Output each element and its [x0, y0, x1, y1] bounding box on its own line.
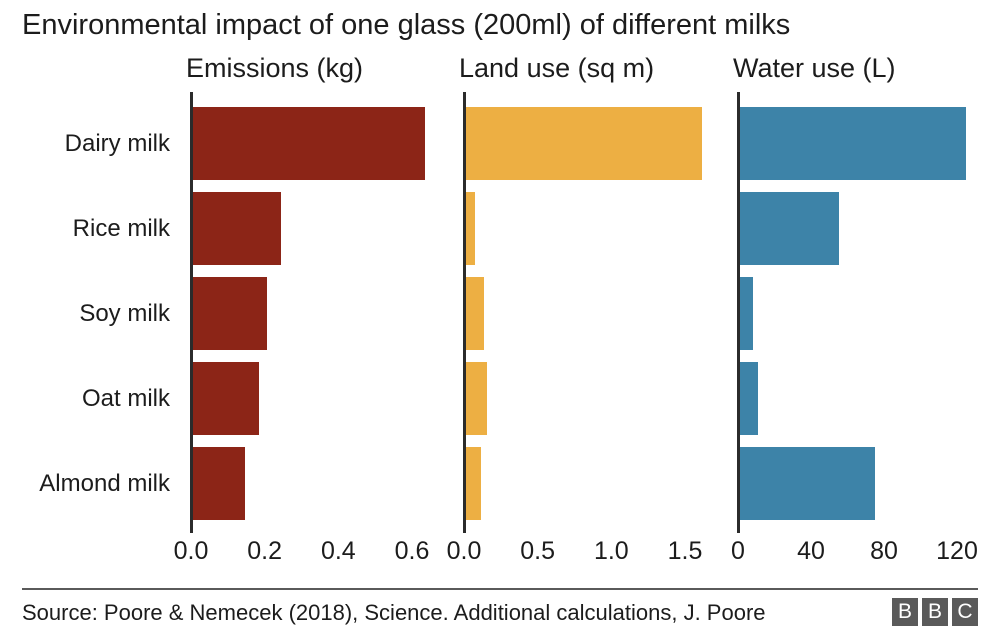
- bar: [193, 107, 426, 180]
- bar: [193, 362, 260, 435]
- x-tick-label: 0.6: [394, 537, 430, 565]
- panel-title-emissions: Emissions (kg): [186, 53, 364, 83]
- bar: [740, 447, 876, 520]
- bar: [740, 107, 967, 180]
- x-tick-label: 1.5: [667, 537, 703, 565]
- bars-water-use: [740, 92, 1000, 533]
- panel-land-use: [463, 92, 713, 533]
- x-tick-label: 1.0: [593, 537, 629, 565]
- y-axis-line-emissions: [190, 92, 193, 533]
- bar: [193, 192, 282, 265]
- x-tick-label: 0.2: [247, 537, 283, 565]
- bbc-logo-letter: C: [952, 598, 978, 626]
- category-label: Soy milk: [79, 299, 170, 327]
- bar: [466, 447, 481, 520]
- x-axis-ticks-land-use: 0.0 0.5 1.0 1.5: [447, 537, 703, 567]
- bar: [466, 192, 475, 265]
- bar: [466, 277, 484, 350]
- y-axis-category-labels: Dairy milk Rice milk Soy milk Oat milk Almon…: [0, 92, 180, 533]
- bars-land-use: [466, 92, 726, 533]
- category-label: Rice milk: [72, 214, 170, 242]
- bar: [466, 107, 702, 180]
- x-tick-label: 40: [797, 537, 825, 565]
- y-axis-line-water-use: [737, 92, 740, 533]
- bars-emissions: [193, 92, 453, 533]
- x-tick-label: 0: [731, 537, 745, 565]
- panel-title-land-use: Land use (sq m): [459, 53, 655, 83]
- x-tick-label: 0.4: [320, 537, 356, 565]
- x-axis-ticks-water-use: 0 40 80 120: [731, 537, 978, 567]
- x-tick-label: 80: [870, 537, 898, 565]
- bar: [740, 192, 839, 265]
- bar: [193, 447, 245, 520]
- x-tick-label: 120: [936, 537, 978, 565]
- bbc-logo-letter: B: [922, 598, 948, 626]
- bar: [740, 362, 759, 435]
- category-label: Oat milk: [81, 384, 170, 412]
- source-note: Source: Poore & Nemecek (2018), Science.…: [22, 600, 766, 625]
- page-title: Environmental impact of one glass (200ml…: [22, 9, 791, 41]
- x-tick-label: 0.5: [520, 537, 556, 565]
- footer-divider: [22, 588, 978, 590]
- bar: [466, 362, 487, 435]
- x-tick-label: 0.0: [446, 537, 482, 565]
- bar: [193, 277, 267, 350]
- y-axis-line-land-use: [463, 92, 466, 533]
- bar: [740, 277, 753, 350]
- panel-emissions: [190, 92, 440, 533]
- panel-water-use: [737, 92, 987, 533]
- x-tick-label: 0.0: [173, 537, 209, 565]
- category-label: Almond milk: [39, 469, 170, 497]
- category-label: Dairy milk: [64, 129, 170, 157]
- bbc-logo-letter: B: [892, 598, 918, 626]
- x-axis-ticks-emissions: 0.0 0.2 0.4 0.6: [174, 537, 430, 567]
- panel-title-water-use: Water use (L): [733, 53, 896, 83]
